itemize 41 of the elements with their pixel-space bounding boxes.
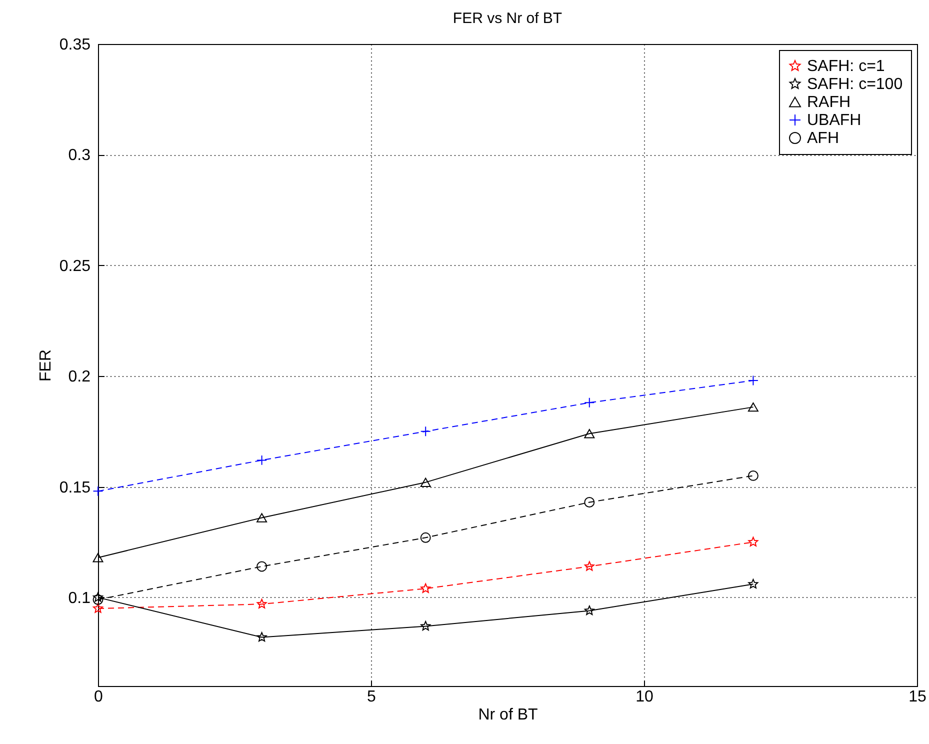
point (748, 375, 758, 386)
point (584, 397, 595, 408)
x-tick-label: 15 (908, 688, 926, 706)
point (256, 513, 268, 522)
y-tick-label: 0.3 (68, 147, 91, 164)
x-tick-label: 0 (94, 688, 104, 706)
point (584, 561, 594, 571)
point (92, 603, 104, 613)
point (420, 532, 431, 543)
y-tick-label: 0.25 (59, 258, 91, 275)
point (92, 552, 104, 562)
point (256, 561, 268, 572)
point (748, 470, 758, 481)
y-tick-label: 0.2 (68, 368, 91, 386)
legend-label: SAFH: c=1 (807, 58, 885, 75)
point (256, 632, 267, 642)
point (420, 426, 431, 437)
legend-label: SAFH: c=100 (807, 76, 903, 93)
x-tick-label: 10 (636, 688, 654, 706)
y-axis-title: FER (37, 350, 54, 382)
y-tick-label: 0.35 (59, 36, 91, 54)
legend-label: AFH (807, 130, 839, 147)
point (420, 583, 431, 593)
point (584, 497, 595, 508)
point (584, 605, 594, 616)
point (420, 478, 431, 487)
y-tick-label: 0.1 (68, 590, 91, 607)
x-tick-label: 5 (367, 688, 376, 706)
point (748, 578, 758, 589)
point (92, 486, 104, 496)
point (748, 536, 758, 546)
point (584, 429, 595, 438)
point (256, 598, 267, 608)
x-axis-title: Nr of BT (478, 706, 538, 724)
legend-label: RAFH (807, 94, 851, 111)
y-tick-label: 0.15 (59, 479, 91, 496)
chart-title: FER vs Nr of BT (452, 10, 562, 27)
point (420, 620, 431, 631)
point (748, 402, 758, 412)
legend-label: UBAFH (807, 112, 862, 129)
point (256, 454, 268, 466)
